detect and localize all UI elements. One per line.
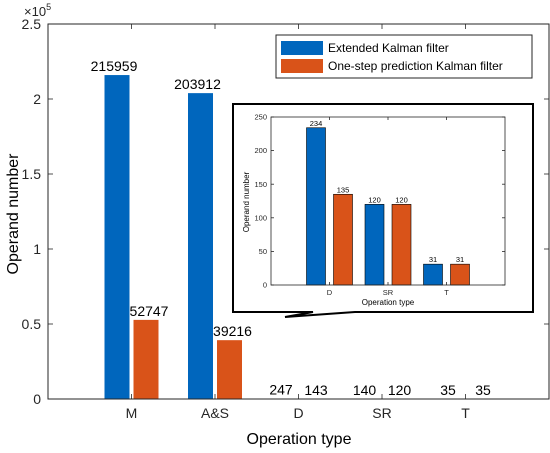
main-y-tick-label: 0 <box>33 391 41 407</box>
inset-value-label-sr-series-1: 120 <box>368 195 381 204</box>
inset-y-tick-label: 250 <box>254 113 267 122</box>
inset-x-ticks: D SR T <box>327 117 449 297</box>
main-value-label-a-s-series-2: 39216 <box>213 323 252 339</box>
inset-value-label-t-series-2: 31 <box>456 255 464 264</box>
legend-swatch-extended-kalman <box>281 41 323 55</box>
inset-bar-t-series-1 <box>423 263 443 286</box>
main-y-tick-label: 1.5 <box>22 166 42 182</box>
legend-swatch-one-step-kalman <box>281 59 323 73</box>
main-y-ticks: 0 0.5 1 1.5 2 2.5 <box>22 16 549 407</box>
inset-value-label-sr-series-2: 120 <box>395 195 408 204</box>
inset-value-label-d-series-2: 135 <box>337 185 350 194</box>
inset-bar-sr-series-1 <box>364 204 385 286</box>
inset-x-tick-label-sr: SR <box>383 288 394 297</box>
legend-label-one-step-kalman: One-step prediction Kalman filter <box>328 59 503 73</box>
inset-value-label-d-series-1: 234 <box>310 119 323 128</box>
main-x-tick-label-a-s: A&S <box>201 405 229 421</box>
inset-value-labels: 234 120 31 135 120 31 <box>310 119 464 264</box>
inset-bar-sr-series-2 <box>391 204 412 286</box>
main-value-label-m-series-2: 52747 <box>130 303 169 319</box>
main-y-tick-label: 2 <box>33 91 41 107</box>
inset-bar-d-series-1 <box>306 127 326 286</box>
main-bar-m-series-1 <box>104 75 130 400</box>
inset-bar-d-series-2 <box>333 193 353 286</box>
inset-value-label-t-series-1: 31 <box>429 255 437 264</box>
main-bar-a-s-series-1 <box>188 93 213 399</box>
main-x-tick-label-sr: SR <box>372 405 391 421</box>
inset-chart: 234 120 31 135 120 31 0 50 100 150 200 250 D SR T Op… <box>232 103 534 318</box>
inset-y-tick-label: 150 <box>254 180 267 189</box>
inset-x-tick-label-t: T <box>444 288 449 297</box>
main-value-label-d-series-2: 143 <box>304 382 328 398</box>
main-value-label-d-series-1: 247 <box>269 382 293 398</box>
y-exponent-label: ×105 <box>24 2 51 19</box>
main-y-tick-label: 2.5 <box>22 16 42 32</box>
main-bar-a-s-series-2 <box>217 340 242 399</box>
main-x-tick-label-t: T <box>461 405 470 421</box>
main-value-label-m-series-1: 215959 <box>91 58 138 74</box>
inset-y-tick-label: 50 <box>259 247 267 256</box>
legend-label-extended-kalman: Extended Kalman filter <box>328 41 449 55</box>
inset-bar-t-series-2 <box>450 263 470 286</box>
inset-x-axis-label: Operation type <box>362 298 415 307</box>
main-value-label-a-s-series-1: 203912 <box>174 76 221 92</box>
main-x-tick-label-d: D <box>293 405 303 421</box>
inset-bars <box>306 127 470 286</box>
main-value-label-t-series-1: 35 <box>440 382 456 398</box>
main-value-labels: 215959 203912 247 140 35 52747 39216 143 120 35 <box>91 58 491 398</box>
inset-y-ticks: 0 50 100 150 200 250 <box>254 113 505 290</box>
inset-y-tick-label: 200 <box>254 146 267 155</box>
main-value-label-sr-series-2: 120 <box>388 382 412 398</box>
inset-y-tick-label: 0 <box>263 281 267 290</box>
main-y-tick-label: 0.5 <box>22 316 42 332</box>
main-y-axis-label: Operand number <box>5 153 22 275</box>
inset-y-tick-label: 100 <box>254 213 267 222</box>
main-value-label-t-series-2: 35 <box>475 382 491 398</box>
inset-x-tick-label-d: D <box>327 288 333 297</box>
legend: Extended Kalman filter One-step predicti… <box>275 34 533 79</box>
main-bars <box>104 75 493 400</box>
main-bar-m-series-2 <box>133 319 159 399</box>
main-y-tick-label: 1 <box>33 241 41 257</box>
main-x-tick-label-m: M <box>126 405 138 421</box>
inset-y-axis-label: Operand number <box>242 171 251 232</box>
main-x-axis-label: Operation type <box>247 431 352 448</box>
main-x-ticks: M A&S D SR T <box>126 24 470 421</box>
main-value-label-sr-series-1: 140 <box>353 382 377 398</box>
